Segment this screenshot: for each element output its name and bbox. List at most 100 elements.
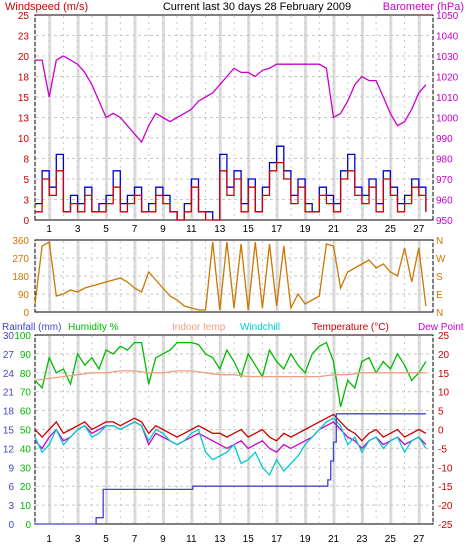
x-tick-label: 15 <box>243 534 255 545</box>
y-tick-label: 15 <box>18 93 30 104</box>
y-tick-label: 270 <box>12 254 29 265</box>
day-band <box>304 241 308 311</box>
legend-rainfall: Rainfall (mm) <box>2 322 61 333</box>
y-tick-label: -5 <box>438 444 447 455</box>
y-tick-label: 9 <box>8 463 14 474</box>
x-tick-label: 27 <box>413 224 425 235</box>
y-tick-label: 970 <box>436 175 453 186</box>
y-tick-label: 1050 <box>436 11 459 22</box>
legend-dewpoint: Dew Point <box>418 322 464 333</box>
x-tick-label: 3 <box>75 224 81 235</box>
day-band <box>304 16 308 219</box>
y-tick-label: 1010 <box>436 93 459 104</box>
day-band <box>417 241 421 311</box>
y-tick-label: 90 <box>18 290 30 301</box>
barometer-axis-title: Barometer (hPa) <box>383 1 464 13</box>
winddir-grid <box>34 241 434 311</box>
barometer-line <box>35 55 427 144</box>
y-tick-label: 23 <box>18 32 30 43</box>
y-tick-label: 3 <box>8 501 14 512</box>
y-tick-label: 70 <box>20 388 32 399</box>
y-tick-label: 90 <box>20 350 32 361</box>
y-tick-label: N <box>436 308 443 319</box>
legend: Rainfall (mm) Humidity % Indoor temp Win… <box>2 322 464 333</box>
day-band <box>190 16 194 219</box>
y-tick-label: 18 <box>18 73 30 84</box>
x-tick-label: 13 <box>214 534 226 545</box>
y-tick-label: 30 <box>20 463 32 474</box>
y-tick-label: 10 <box>20 501 32 512</box>
x-tick-label: 23 <box>356 534 368 545</box>
y-tick-label: 0 <box>438 426 444 437</box>
winddir-line <box>34 240 427 311</box>
y-tick-label: 18 <box>3 407 15 418</box>
y-tick-label: -10 <box>438 463 453 474</box>
y-tick-label: 3 <box>23 196 29 207</box>
x-tick-label: 5 <box>103 534 109 545</box>
chart-title: Current last 30 days 28 February 2009 <box>163 1 351 13</box>
y-tick-label: 40 <box>20 444 32 455</box>
y-tick-label: 27 <box>3 350 15 361</box>
x-tick-label: 21 <box>328 534 340 545</box>
y-tick-label: E <box>436 290 443 301</box>
x-tick-label: 3 <box>75 534 81 545</box>
x-tick-label: 15 <box>243 224 255 235</box>
x-tick-label: 9 <box>160 534 166 545</box>
day-band <box>218 16 222 219</box>
x-tick-label: 23 <box>356 224 368 235</box>
y-tick-label: 15 <box>438 369 450 380</box>
x-tick-label: 9 <box>160 224 166 235</box>
y-tick-label: 60 <box>20 407 32 418</box>
indoor-line <box>34 370 426 382</box>
y-tick-label: 1020 <box>436 73 459 84</box>
y-tick-label: 24 <box>3 369 15 380</box>
y-tick-label: 1000 <box>436 114 459 125</box>
y-tick-label: 20 <box>438 350 450 361</box>
y-tick-label: 6 <box>8 482 14 493</box>
day-band <box>105 241 109 311</box>
temperature-x-axis: 1 3 5 7 9 11 13 15 17 19 21 23 25 27 <box>46 534 424 545</box>
barometer-y-axis: 1050 1040 1030 1020 1010 1000 990 980 970 960 950 <box>436 11 459 227</box>
y-tick-label: 960 <box>436 196 453 207</box>
windspeed-line <box>35 161 427 221</box>
y-tick-label: 180 <box>12 272 29 283</box>
day-band <box>332 241 336 311</box>
y-tick-label: 30 <box>3 331 15 342</box>
rainfall-line <box>35 413 426 525</box>
x-tick-label: 13 <box>214 224 226 235</box>
x-tick-label: 11 <box>186 224 197 235</box>
y-tick-label: 980 <box>436 155 453 166</box>
x-tick-label: 25 <box>385 534 397 545</box>
y-tick-label: 10 <box>438 388 450 399</box>
legend-humidity: Humidity % <box>68 322 119 333</box>
day-band <box>190 241 194 311</box>
y-tick-label: 0 <box>23 216 29 227</box>
x-tick-label: 7 <box>132 534 138 545</box>
legend-temperature: Temperature (°C) <box>312 322 389 333</box>
x-tick-label: 19 <box>300 224 312 235</box>
x-tick-label: 17 <box>271 224 283 235</box>
x-tick-label: 17 <box>271 534 283 545</box>
y-tick-label: S <box>436 272 443 283</box>
day-band <box>417 16 421 219</box>
y-tick-label: -20 <box>438 501 453 512</box>
temperature-line <box>34 413 427 442</box>
windchill-line <box>34 417 427 477</box>
day-band <box>218 241 222 311</box>
dewpoint-line <box>34 421 427 454</box>
x-tick-label: 5 <box>103 224 109 235</box>
winddir-y-axis: 360 270 180 90 0 <box>12 236 29 319</box>
x-tick-label: 7 <box>132 224 138 235</box>
y-tick-label: 8 <box>23 155 29 166</box>
y-tick-label: 360 <box>12 236 29 247</box>
y-tick-label: 1040 <box>436 32 459 43</box>
y-tick-label: 21 <box>3 388 15 399</box>
x-tick-label: 21 <box>328 224 340 235</box>
x-tick-label: 27 <box>413 534 425 545</box>
